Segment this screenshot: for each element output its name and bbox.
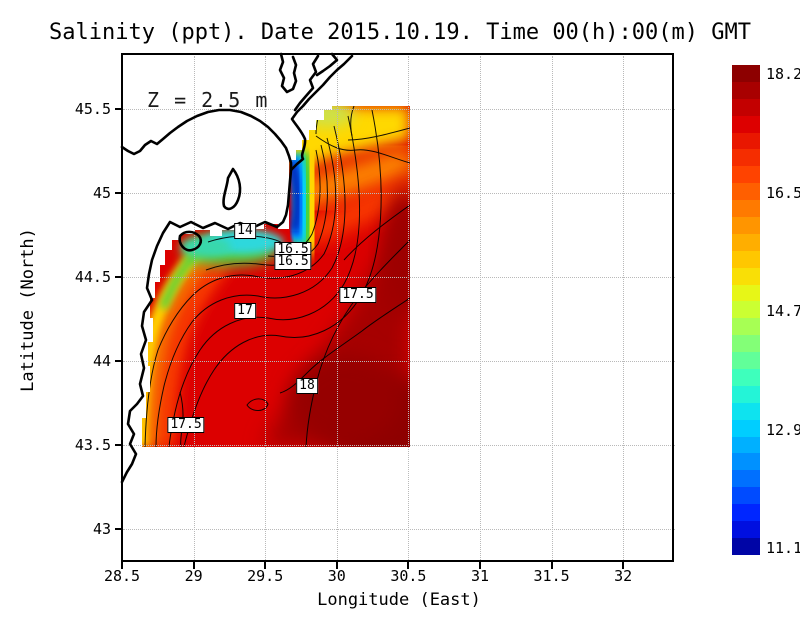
y-tick-label: 43.5: [74, 436, 111, 454]
colorbar-block: [732, 470, 760, 488]
colorbar-block: [732, 301, 760, 319]
colorbar-block: [732, 115, 760, 133]
gridline-vertical: [193, 56, 195, 562]
colorbar-tick-label: 16.5: [766, 183, 800, 202]
colorbar-block: [732, 233, 760, 251]
x-tick-label: 30: [327, 567, 346, 585]
gridline-horizontal: [123, 361, 675, 362]
x-tick-label: 31: [470, 567, 490, 585]
x-tick: [407, 562, 410, 569]
gridline-vertical: [265, 56, 267, 562]
gridline-vertical: [551, 56, 553, 562]
y-axis-label: Latitude (North): [18, 228, 38, 392]
y-tick-label: 44.5: [74, 268, 111, 286]
gridline-horizontal: [123, 193, 675, 194]
depth-annotation: Z = 2.5 m: [147, 88, 269, 112]
colorbar-block: [732, 335, 760, 353]
y-tick: [115, 108, 122, 110]
y-tick: [115, 192, 122, 194]
x-tick: [121, 562, 123, 569]
colorbar-block: [732, 98, 760, 116]
colorbar-block: [732, 453, 760, 471]
gridline-horizontal: [123, 445, 675, 446]
gridline-horizontal: [123, 109, 675, 110]
x-tick: [622, 562, 625, 569]
contour-label: 18: [296, 378, 318, 394]
x-tick: [264, 562, 267, 569]
colorbar-block: [732, 65, 760, 82]
colorbar-tick-label: 18.2: [766, 65, 800, 83]
y-tick-label: 44: [92, 352, 111, 370]
colorbar-block: [732, 267, 760, 285]
gridline-vertical: [623, 56, 625, 562]
colorbar-block: [732, 200, 760, 218]
contour-label: 16.5: [274, 254, 312, 270]
x-tick-label: 30.5: [390, 567, 427, 585]
y-tick: [115, 360, 122, 362]
colorbar-block: [732, 402, 760, 420]
y-tick-label: 45: [92, 184, 111, 202]
colorbar-tick-label: 12.9: [766, 420, 800, 439]
gridline-horizontal: [123, 529, 675, 530]
gridline-vertical: [408, 56, 410, 562]
colorbar-tick-label: 14.7: [766, 302, 800, 320]
x-tick-label: 29: [184, 567, 203, 585]
contour-label: 17.5: [339, 287, 377, 303]
colorbar-block: [732, 352, 760, 370]
colorbar-block: [732, 183, 760, 201]
x-tick: [550, 562, 553, 569]
x-axis-label: Longitude (East): [317, 590, 481, 610]
x-tick-label: 32: [614, 567, 633, 585]
plot-title: Salinity (ppt). Date 2015.10.19. Time 00…: [49, 20, 751, 45]
colorbar-block: [732, 369, 760, 386]
colorbar-block: [732, 284, 760, 302]
colorbar-block: [732, 436, 760, 454]
contour-label: 17: [234, 303, 256, 319]
y-tick: [115, 528, 122, 530]
coastline: [120, 52, 354, 484]
colorbar-block: [732, 132, 760, 150]
y-tick: [115, 276, 122, 278]
colorbar-block: [732, 537, 760, 555]
colorbar-block: [732, 419, 760, 437]
colorbar-block: [732, 318, 760, 336]
contour-label: 17.5: [167, 417, 205, 433]
gridline-vertical: [480, 56, 481, 562]
y-tick-label: 43: [92, 520, 111, 538]
colorbar-tick-label: 11.1: [766, 539, 800, 557]
y-tick: [115, 444, 122, 446]
x-tick-label: 28.5: [103, 567, 141, 585]
contour-lines: [144, 106, 410, 447]
colorbar-block: [732, 149, 760, 167]
contour-label: 14: [234, 223, 256, 239]
colorbar-block: [732, 250, 760, 268]
colorbar-block: [732, 487, 760, 505]
colorbar-block: [732, 81, 760, 99]
x-tick-label: 29.5: [247, 567, 284, 585]
gridline-vertical: [336, 56, 338, 562]
colorbar-block: [732, 166, 760, 184]
y-tick-label: 45.5: [74, 100, 111, 118]
x-tick: [335, 562, 338, 569]
colorbar: [732, 65, 760, 555]
colorbar-block: [732, 504, 760, 522]
gridline-horizontal: [123, 277, 675, 278]
colorbar-block: [732, 521, 760, 538]
x-tick: [192, 562, 195, 569]
x-tick-label: 31.5: [533, 567, 570, 585]
colorbar-block: [732, 385, 760, 403]
x-tick: [479, 562, 481, 569]
colorbar-block: [732, 217, 760, 234]
